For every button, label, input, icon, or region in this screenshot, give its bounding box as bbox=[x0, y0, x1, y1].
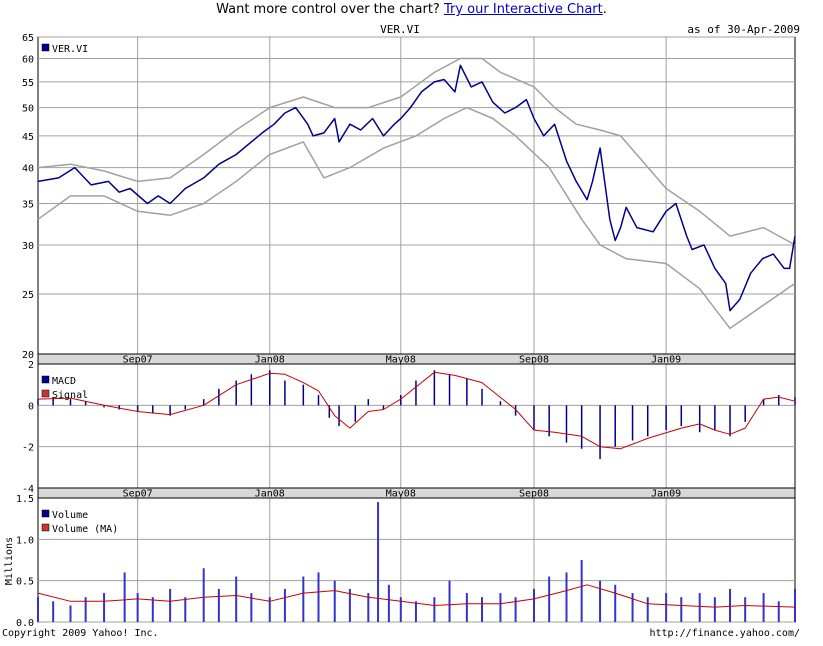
volume-legend: Volume Volume (MA) bbox=[41, 509, 118, 535]
price-y-tick-label: 55 bbox=[22, 78, 34, 89]
volume-ma-legend-swatch bbox=[41, 523, 50, 532]
signal-legend-swatch bbox=[41, 389, 50, 398]
price-y-tick-label: 20 bbox=[22, 350, 34, 361]
macd-y-tick-label: 2 bbox=[28, 360, 34, 371]
x-tick-label: Jan09 bbox=[651, 355, 681, 366]
volume-ma-legend-label: Volume (MA) bbox=[52, 524, 118, 535]
x-tick-label: Jan08 bbox=[255, 355, 285, 366]
price-legend-label: VER.VI bbox=[52, 44, 88, 55]
copyright-text: Copyright 2009 Yahoo! Inc. bbox=[2, 628, 159, 639]
volume-y-tick-label: 1.0 bbox=[16, 535, 34, 546]
volume-ma-line bbox=[37, 584, 796, 608]
macd-y-tick-label: -2 bbox=[22, 443, 34, 454]
interactive-chart-link[interactable]: Try our Interactive Chart bbox=[443, 2, 603, 17]
price-y-tick-label: 30 bbox=[22, 241, 34, 252]
volume-legend-label: Volume bbox=[52, 510, 88, 521]
y-axis-tick-labels: 20 25 30 35 40 45 50 55 60 65 -4 -2 0 2 0.0 0.5 1.0 1.5 bbox=[16, 33, 34, 629]
price-y-tick-label: 35 bbox=[22, 199, 34, 210]
macd-date-strip bbox=[37, 487, 796, 499]
macd-y-tick-label: 0 bbox=[28, 401, 34, 412]
macd-legend: MACD Signal bbox=[41, 375, 88, 401]
price-panel bbox=[37, 57, 796, 330]
price-y-tick-label: 40 bbox=[22, 164, 34, 175]
price-y-tick-label: 45 bbox=[22, 132, 34, 143]
x-tick-label: Sep07 bbox=[123, 489, 153, 500]
signal-legend-label: Signal bbox=[52, 390, 88, 401]
x-tick-label: Sep07 bbox=[123, 355, 153, 366]
lower-band-line bbox=[37, 106, 796, 330]
as-of-date: as of 30-Apr-2009 bbox=[687, 23, 800, 36]
macd-panel bbox=[37, 370, 796, 460]
source-url: http://finance.yahoo.com/ bbox=[649, 628, 800, 639]
upper-band-line bbox=[37, 57, 796, 246]
price-legend: VER.VI bbox=[41, 43, 88, 55]
x-tick-label: Jan08 bbox=[255, 489, 285, 500]
volume-panel bbox=[37, 502, 796, 622]
volume-y-tick-label: 0.5 bbox=[16, 577, 34, 588]
date-axis-strips: Sep07 Jan08 May08 Sep08 Jan09 Sep07 Jan08 May08… bbox=[37, 353, 796, 500]
price-series-line bbox=[37, 64, 796, 312]
volume-legend-swatch bbox=[41, 509, 50, 518]
banner-suffix: . bbox=[602, 2, 607, 17]
price-date-strip bbox=[37, 353, 796, 365]
x-tick-label: Sep08 bbox=[519, 489, 549, 500]
chart-symbol-title: VER.VI bbox=[380, 23, 420, 36]
macd-legend-swatch bbox=[41, 375, 50, 384]
price-y-tick-label: 60 bbox=[22, 55, 34, 66]
price-y-tick-label: 25 bbox=[22, 290, 34, 301]
x-tick-label: Jan09 bbox=[651, 489, 681, 500]
volume-y-tick-label: 1.5 bbox=[16, 494, 34, 505]
x-tick-label: May08 bbox=[386, 355, 416, 366]
price-y-tick-label: 50 bbox=[22, 104, 34, 115]
volume-y-axis-label: Millions bbox=[4, 537, 15, 585]
signal-line bbox=[37, 371, 796, 450]
stock-chart: VER.VI as of 30-Apr-2009 Sep07 Jan08 May08… bbox=[0, 20, 823, 646]
banner-prefix: Want more control over the chart? bbox=[216, 2, 440, 17]
volume-y-tick-label: 0.0 bbox=[16, 618, 34, 629]
price-legend-swatch bbox=[41, 43, 50, 52]
price-y-tick-label: 65 bbox=[22, 33, 34, 44]
x-tick-label: Sep08 bbox=[519, 355, 549, 366]
chart-promo-banner: Want more control over the chart? Try ou… bbox=[0, 0, 823, 20]
macd-legend-label: MACD bbox=[52, 376, 76, 387]
x-tick-label: May08 bbox=[386, 489, 416, 500]
macd-y-tick-label: -4 bbox=[22, 484, 34, 495]
